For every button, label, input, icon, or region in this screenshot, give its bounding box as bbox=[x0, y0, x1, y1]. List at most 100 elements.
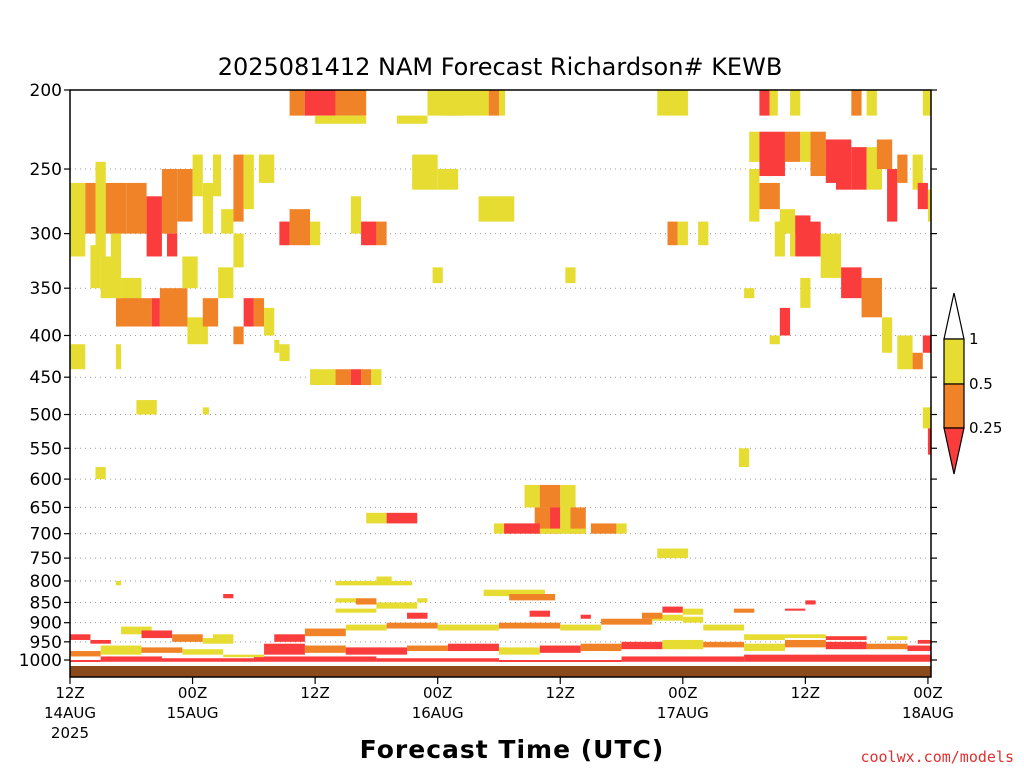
heatmap-cell bbox=[100, 256, 122, 299]
heatmap-cell bbox=[825, 641, 867, 650]
credit-text: coolwx.com/models bbox=[860, 748, 1014, 766]
ground-band bbox=[70, 666, 931, 677]
heatmap-cell bbox=[662, 606, 683, 613]
heatmap-cell bbox=[221, 209, 234, 234]
heatmap-cell bbox=[759, 182, 780, 210]
heatmap-cell bbox=[253, 656, 377, 662]
heatmap-cell bbox=[167, 233, 178, 257]
y-tick-label: 800 bbox=[30, 572, 62, 592]
heatmap-cell bbox=[887, 169, 898, 222]
heatmap-cell bbox=[769, 335, 780, 345]
legend-swatch-0-25 bbox=[943, 427, 965, 475]
y-tick-label: 250 bbox=[30, 160, 62, 180]
heatmap-cell bbox=[350, 369, 362, 385]
heatmap-cell bbox=[738, 448, 750, 468]
heatmap-cell bbox=[657, 90, 688, 116]
x-tick-label: 17AUG bbox=[657, 704, 709, 722]
heatmap-cell bbox=[784, 634, 826, 639]
x-tick-label: 16AUG bbox=[412, 704, 464, 722]
heatmap-cell bbox=[90, 639, 111, 644]
heatmap-cell bbox=[498, 622, 561, 629]
heatmap-cell bbox=[922, 90, 931, 116]
y-tick-label: 600 bbox=[30, 470, 62, 490]
heatmap-cell bbox=[570, 507, 586, 534]
heatmap-cell bbox=[437, 624, 499, 631]
heatmap-cell bbox=[504, 523, 540, 534]
heatmap-cell bbox=[264, 307, 275, 336]
heatmap-cell bbox=[335, 369, 351, 385]
heatmap-cell bbox=[105, 182, 127, 234]
heatmap-cell bbox=[529, 610, 551, 617]
heatmap-cell bbox=[621, 641, 663, 650]
heatmap-cell bbox=[524, 484, 540, 508]
heatmap-cell bbox=[621, 656, 745, 662]
heatmap-cell bbox=[677, 221, 688, 246]
x-tick-label: 00Z bbox=[913, 684, 942, 702]
color-legend: 1 0.5 0.25 bbox=[943, 292, 1002, 475]
heatmap-cell bbox=[744, 288, 755, 299]
x-axis: 12Z 14AUG 2025 00Z 15AUG 12Z 00Z 16AUG 12Z 00Z 17A… bbox=[44, 677, 954, 742]
plot-frame bbox=[69, 89, 932, 678]
y-tick-label: 900 bbox=[30, 614, 62, 634]
heatmap-cell bbox=[70, 182, 86, 257]
x-axis-label: Forecast Time (UTC) bbox=[360, 735, 665, 764]
heatmap-cell bbox=[258, 154, 275, 183]
y-tick-label: 750 bbox=[30, 549, 62, 569]
heatmap-cell bbox=[498, 90, 506, 116]
heatmap-cell bbox=[136, 400, 157, 415]
heatmap-cell bbox=[539, 528, 586, 534]
heatmap-cell bbox=[851, 90, 862, 116]
heatmap-cell bbox=[274, 339, 280, 353]
heatmap-cell bbox=[437, 169, 459, 190]
heatmap-cell bbox=[279, 221, 290, 246]
heatmap-cell bbox=[335, 90, 367, 116]
heatmap-cell bbox=[141, 647, 183, 653]
heatmap-cell bbox=[95, 161, 106, 257]
heatmap-cell bbox=[304, 90, 336, 116]
heatmap-cell bbox=[565, 267, 576, 284]
heatmap-cell bbox=[202, 298, 219, 327]
heatmap-cell bbox=[100, 656, 162, 662]
x-tick-label: 00Z bbox=[178, 684, 207, 702]
x-tick-label: 00Z bbox=[423, 684, 452, 702]
heatmap-cell bbox=[212, 634, 234, 639]
x-tick-label: 12Z bbox=[546, 684, 575, 702]
heatmap-cell bbox=[922, 335, 931, 353]
heatmap-cell bbox=[335, 598, 356, 603]
heatmap-cell bbox=[115, 298, 152, 327]
heatmap-cell bbox=[355, 598, 377, 605]
heatmap-cell bbox=[927, 428, 931, 455]
heatmap-cell bbox=[115, 344, 122, 370]
heatmap-cell bbox=[202, 407, 209, 415]
heatmap-cell bbox=[121, 626, 152, 635]
heatmap-cell bbox=[560, 507, 571, 534]
heatmap-cell bbox=[917, 182, 928, 210]
heatmap-cell bbox=[161, 658, 254, 662]
heatmap-cell bbox=[897, 335, 913, 370]
heatmap-cell bbox=[386, 622, 438, 629]
heatmap-cell bbox=[698, 221, 709, 246]
heatmap-cell bbox=[70, 634, 91, 640]
heatmap-cell bbox=[601, 618, 653, 625]
heatmap-cell bbox=[784, 608, 806, 611]
heatmap-cell bbox=[310, 369, 336, 385]
heatmap-cell bbox=[478, 196, 515, 222]
heatmap-cell bbox=[912, 154, 923, 190]
heatmap-cell bbox=[212, 154, 222, 197]
heatmap-cell bbox=[371, 369, 382, 385]
y-tick-label: 450 bbox=[30, 368, 62, 388]
heatmap-cell bbox=[100, 645, 142, 655]
heatmap-cell bbox=[493, 523, 505, 534]
heatmap-cell bbox=[233, 326, 244, 345]
y-tick-label: 700 bbox=[30, 525, 62, 545]
heatmap-cell bbox=[774, 221, 785, 257]
heatmap-cell bbox=[345, 624, 387, 631]
heatmap-cell bbox=[917, 639, 931, 644]
heatmap-cell bbox=[146, 196, 162, 257]
x-tick-label: 00Z bbox=[668, 684, 697, 702]
heatmap-cell bbox=[223, 654, 265, 658]
heatmap-cell bbox=[182, 256, 198, 289]
heatmap-cell bbox=[744, 654, 931, 662]
legend-swatch-0-5 bbox=[943, 383, 965, 429]
heatmap-cell bbox=[744, 643, 785, 652]
